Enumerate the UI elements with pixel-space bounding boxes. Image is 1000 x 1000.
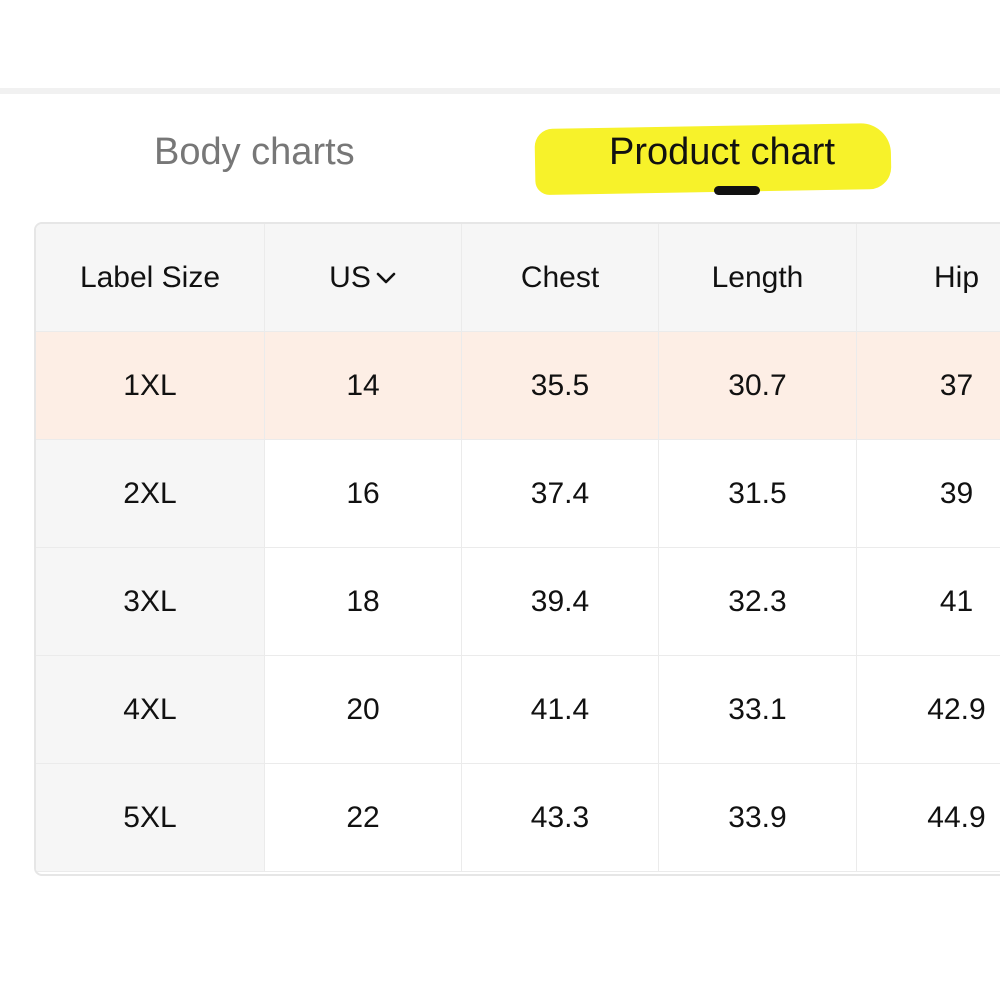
size-table: Label Size US Chest Length Hip 1XL 14 35.5 30.7 3… <box>34 222 1000 876</box>
data-cell-text: 31.5 <box>728 476 787 510</box>
active-tab-indicator <box>714 186 760 195</box>
tab-product-chart[interactable]: Product chart <box>609 131 835 173</box>
header-cell: Length <box>659 224 857 332</box>
header-cell: Chest <box>462 224 659 332</box>
data-cell-text: 14 <box>346 368 380 402</box>
dropdown-icon[interactable] <box>375 271 397 285</box>
data-cell-text: 41 <box>939 584 974 618</box>
data-cell: 41 <box>857 548 1000 656</box>
data-cell: 31.5 <box>659 440 857 548</box>
data-cell-text: 42.9 <box>927 692 986 726</box>
header-cell-text: Label Size <box>79 260 221 294</box>
data-cell-text: 41.4 <box>530 692 590 726</box>
data-cell-text: 39 <box>939 476 974 510</box>
data-cell-text: 43.3 <box>530 800 590 834</box>
data-cell-text: 33.9 <box>728 800 787 834</box>
header-cell-text: Length <box>711 260 804 294</box>
data-cell-text: 37 <box>939 368 974 402</box>
header-cell: Hip <box>857 224 1000 332</box>
row-label-text: 2XL <box>123 476 177 510</box>
row-label-text: 4XL <box>123 692 177 726</box>
data-cell: 37 <box>857 332 1000 440</box>
data-cell: 14 <box>265 332 462 440</box>
data-cell: 44.9 <box>857 764 1000 872</box>
row-label-text: 3XL <box>123 584 177 618</box>
data-cell: 39 <box>857 440 1000 548</box>
data-cell-text: 18 <box>346 584 380 618</box>
data-cell-text: 16 <box>346 476 380 510</box>
data-cell-text: 32.3 <box>728 584 787 618</box>
data-cell-text: 44.9 <box>927 800 986 834</box>
row-label: 2XL <box>36 440 265 548</box>
data-cell: 37.4 <box>462 440 659 548</box>
data-cell: 35.5 <box>462 332 659 440</box>
header-cell-text: US <box>329 260 371 294</box>
data-cell: 32.3 <box>659 548 857 656</box>
data-cell-text: 39.4 <box>530 584 590 618</box>
data-cell: 20 <box>265 656 462 764</box>
data-cell-text: 30.7 <box>728 368 787 402</box>
header-cell[interactable]: US <box>265 224 462 332</box>
row-label: 4XL <box>36 656 265 764</box>
data-cell: 43.3 <box>462 764 659 872</box>
data-cell: 33.9 <box>659 764 857 872</box>
data-cell: 22 <box>265 764 462 872</box>
data-cell: 41.4 <box>462 656 659 764</box>
data-cell: 16 <box>265 440 462 548</box>
header-cell-text: Chest <box>520 260 600 294</box>
tab-body-charts[interactable]: Body charts <box>154 131 355 173</box>
data-cell: 30.7 <box>659 332 857 440</box>
data-cell-text: 20 <box>346 692 380 726</box>
data-cell: 42.9 <box>857 656 1000 764</box>
data-cell: 39.4 <box>462 548 659 656</box>
divider <box>0 88 1000 94</box>
data-cell-text: 35.5 <box>530 368 590 402</box>
data-cell-text: 22 <box>346 800 380 834</box>
row-label-text: 5XL <box>123 800 177 834</box>
row-label: 1XL <box>36 332 265 440</box>
data-cell-text: 37.4 <box>530 476 590 510</box>
header-cell: Label Size <box>36 224 265 332</box>
data-cell: 18 <box>265 548 462 656</box>
data-cell: 33.1 <box>659 656 857 764</box>
data-cell-text: 33.1 <box>728 692 787 726</box>
header-cell-text: Hip <box>933 260 979 294</box>
row-label-text: 1XL <box>123 368 177 402</box>
row-label: 3XL <box>36 548 265 656</box>
row-label: 5XL <box>36 764 265 872</box>
